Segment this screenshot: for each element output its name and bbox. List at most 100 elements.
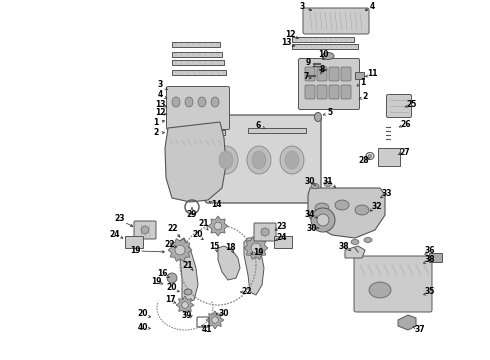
- Text: 2: 2: [363, 91, 368, 100]
- Polygon shape: [244, 237, 268, 260]
- Polygon shape: [176, 296, 194, 314]
- Text: 30: 30: [305, 176, 315, 185]
- Ellipse shape: [315, 113, 321, 122]
- Text: 20: 20: [138, 310, 148, 319]
- Ellipse shape: [280, 146, 304, 174]
- Ellipse shape: [369, 282, 391, 298]
- Text: 19: 19: [253, 248, 263, 257]
- Text: 34: 34: [305, 210, 315, 219]
- Ellipse shape: [311, 184, 319, 189]
- Text: 28: 28: [359, 156, 369, 165]
- Text: 2: 2: [153, 127, 159, 136]
- Bar: [172, 60, 224, 65]
- Text: 4: 4: [369, 1, 375, 10]
- Circle shape: [214, 222, 222, 230]
- Text: 12: 12: [285, 30, 295, 39]
- Polygon shape: [308, 188, 385, 238]
- Ellipse shape: [351, 239, 359, 244]
- Text: 13: 13: [281, 37, 291, 46]
- Text: 33: 33: [382, 189, 392, 198]
- Bar: [125, 236, 143, 248]
- FancyBboxPatch shape: [387, 95, 412, 117]
- FancyBboxPatch shape: [254, 223, 276, 241]
- Text: 7: 7: [303, 72, 309, 81]
- FancyBboxPatch shape: [354, 256, 432, 312]
- Text: 32: 32: [372, 202, 382, 211]
- Text: 37: 37: [415, 325, 425, 334]
- Bar: [172, 42, 220, 47]
- FancyBboxPatch shape: [341, 85, 351, 99]
- Text: 19: 19: [151, 278, 161, 287]
- Ellipse shape: [214, 146, 238, 174]
- Text: 38: 38: [425, 256, 435, 265]
- Ellipse shape: [198, 97, 206, 107]
- Ellipse shape: [364, 238, 372, 243]
- Ellipse shape: [322, 53, 334, 59]
- Text: 21: 21: [183, 261, 193, 270]
- Bar: [172, 70, 226, 75]
- Text: 18: 18: [225, 243, 235, 252]
- Text: 1: 1: [153, 117, 159, 126]
- Ellipse shape: [247, 146, 271, 174]
- Text: 27: 27: [400, 148, 410, 157]
- Text: 30: 30: [219, 310, 229, 319]
- Text: 4: 4: [157, 90, 163, 99]
- Text: 11: 11: [367, 68, 377, 77]
- Text: 21: 21: [199, 219, 209, 228]
- Circle shape: [311, 208, 335, 232]
- Text: 39: 39: [182, 310, 192, 320]
- Polygon shape: [244, 238, 264, 295]
- Bar: [172, 52, 222, 57]
- Circle shape: [167, 273, 177, 283]
- Ellipse shape: [261, 228, 269, 236]
- Text: 5: 5: [327, 108, 333, 117]
- Text: 9: 9: [305, 58, 311, 67]
- Text: 29: 29: [187, 210, 197, 219]
- Circle shape: [175, 245, 185, 255]
- Text: 23: 23: [277, 221, 287, 230]
- Bar: [292, 37, 354, 42]
- FancyBboxPatch shape: [356, 72, 365, 80]
- Text: 35: 35: [425, 288, 435, 297]
- Text: 30: 30: [307, 224, 317, 233]
- Text: 13: 13: [155, 99, 165, 108]
- Ellipse shape: [324, 181, 332, 186]
- Ellipse shape: [141, 226, 149, 234]
- FancyBboxPatch shape: [305, 67, 315, 81]
- Text: 19: 19: [130, 246, 140, 255]
- FancyBboxPatch shape: [317, 67, 327, 81]
- Text: 14: 14: [211, 199, 221, 208]
- Text: 17: 17: [165, 296, 175, 305]
- Bar: [170, 130, 225, 135]
- Circle shape: [317, 214, 329, 226]
- Bar: [248, 128, 306, 133]
- Text: 15: 15: [209, 242, 219, 251]
- Ellipse shape: [184, 289, 192, 295]
- FancyBboxPatch shape: [303, 8, 369, 34]
- Ellipse shape: [252, 151, 266, 169]
- FancyBboxPatch shape: [329, 85, 339, 99]
- Circle shape: [182, 302, 188, 308]
- Text: 20: 20: [193, 230, 203, 239]
- Text: 36: 36: [425, 246, 435, 255]
- Ellipse shape: [335, 200, 349, 210]
- Ellipse shape: [368, 154, 372, 158]
- Text: 6: 6: [255, 121, 261, 130]
- Text: 20: 20: [167, 284, 177, 292]
- Text: 10: 10: [318, 50, 328, 59]
- FancyBboxPatch shape: [329, 67, 339, 81]
- Ellipse shape: [185, 97, 193, 107]
- Ellipse shape: [211, 97, 219, 107]
- Text: 12: 12: [155, 108, 165, 117]
- Text: 24: 24: [277, 233, 287, 242]
- Text: 22: 22: [168, 224, 178, 233]
- FancyBboxPatch shape: [305, 85, 315, 99]
- Polygon shape: [398, 315, 416, 330]
- Text: 25: 25: [407, 99, 417, 108]
- Ellipse shape: [219, 151, 233, 169]
- Polygon shape: [178, 238, 198, 302]
- Text: 3: 3: [299, 1, 305, 10]
- Bar: [292, 44, 358, 49]
- Text: 24: 24: [110, 230, 120, 239]
- Text: 1: 1: [360, 77, 366, 86]
